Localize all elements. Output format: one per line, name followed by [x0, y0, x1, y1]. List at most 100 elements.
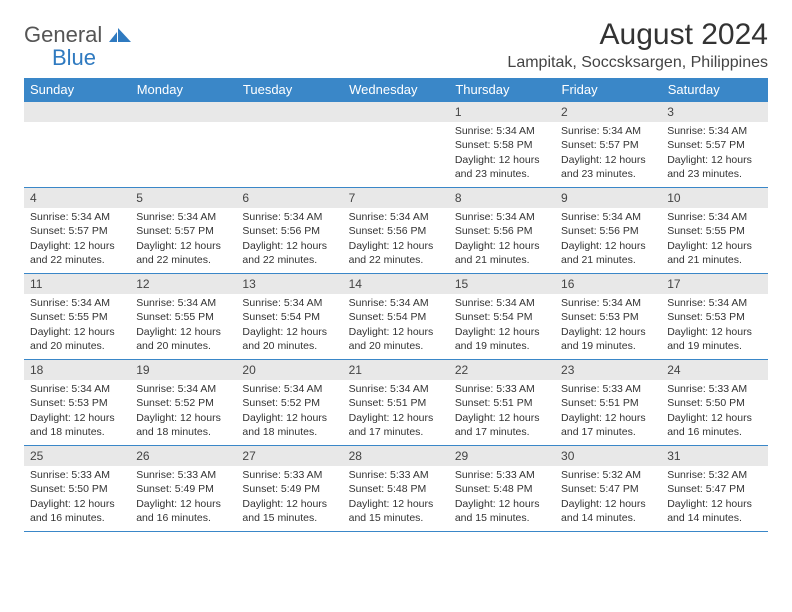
day-data: Sunrise: 5:34 AMSunset: 5:52 PMDaylight:… — [130, 380, 236, 443]
day-number: 24 — [661, 360, 767, 380]
day-data: Sunrise: 5:34 AMSunset: 5:55 PMDaylight:… — [661, 208, 767, 271]
weekday-header: Tuesday — [236, 78, 342, 102]
calendar-table: SundayMondayTuesdayWednesdayThursdayFrid… — [24, 78, 768, 532]
month-title: August 2024 — [507, 18, 768, 52]
day-number: 9 — [555, 188, 661, 208]
day-number: 13 — [236, 274, 342, 294]
calendar-cell: 15Sunrise: 5:34 AMSunset: 5:54 PMDayligh… — [449, 274, 555, 360]
day-number: 19 — [130, 360, 236, 380]
day-data: Sunrise: 5:34 AMSunset: 5:55 PMDaylight:… — [24, 294, 130, 357]
day-data: Sunrise: 5:34 AMSunset: 5:57 PMDaylight:… — [24, 208, 130, 271]
calendar-cell: 21Sunrise: 5:34 AMSunset: 5:51 PMDayligh… — [343, 360, 449, 446]
calendar-cell: 18Sunrise: 5:34 AMSunset: 5:53 PMDayligh… — [24, 360, 130, 446]
day-number: 3 — [661, 102, 767, 122]
day-number: 5 — [130, 188, 236, 208]
day-number: 17 — [661, 274, 767, 294]
day-number: 28 — [343, 446, 449, 466]
calendar-cell: 20Sunrise: 5:34 AMSunset: 5:52 PMDayligh… — [236, 360, 342, 446]
day-data — [236, 122, 342, 128]
day-data: Sunrise: 5:34 AMSunset: 5:51 PMDaylight:… — [343, 380, 449, 443]
day-number — [130, 102, 236, 122]
day-data: Sunrise: 5:34 AMSunset: 5:54 PMDaylight:… — [236, 294, 342, 357]
calendar-cell: 11Sunrise: 5:34 AMSunset: 5:55 PMDayligh… — [24, 274, 130, 360]
calendar-cell: 8Sunrise: 5:34 AMSunset: 5:56 PMDaylight… — [449, 188, 555, 274]
calendar-page: General Blue August 2024 Lampitak, Soccs… — [0, 0, 792, 532]
day-data: Sunrise: 5:34 AMSunset: 5:56 PMDaylight:… — [343, 208, 449, 271]
calendar-cell — [130, 102, 236, 188]
day-data: Sunrise: 5:34 AMSunset: 5:57 PMDaylight:… — [130, 208, 236, 271]
day-number: 12 — [130, 274, 236, 294]
calendar-cell: 22Sunrise: 5:33 AMSunset: 5:51 PMDayligh… — [449, 360, 555, 446]
day-number: 21 — [343, 360, 449, 380]
calendar-header-row: SundayMondayTuesdayWednesdayThursdayFrid… — [24, 78, 768, 102]
weekday-header: Monday — [130, 78, 236, 102]
calendar-cell: 4Sunrise: 5:34 AMSunset: 5:57 PMDaylight… — [24, 188, 130, 274]
day-data: Sunrise: 5:34 AMSunset: 5:53 PMDaylight:… — [661, 294, 767, 357]
calendar-cell: 28Sunrise: 5:33 AMSunset: 5:48 PMDayligh… — [343, 446, 449, 532]
calendar-week-row: 1Sunrise: 5:34 AMSunset: 5:58 PMDaylight… — [24, 102, 768, 188]
day-number: 7 — [343, 188, 449, 208]
day-number: 22 — [449, 360, 555, 380]
weekday-header: Thursday — [449, 78, 555, 102]
calendar-cell: 25Sunrise: 5:33 AMSunset: 5:50 PMDayligh… — [24, 446, 130, 532]
day-number: 8 — [449, 188, 555, 208]
calendar-cell: 9Sunrise: 5:34 AMSunset: 5:56 PMDaylight… — [555, 188, 661, 274]
day-data: Sunrise: 5:34 AMSunset: 5:56 PMDaylight:… — [555, 208, 661, 271]
calendar-cell: 26Sunrise: 5:33 AMSunset: 5:49 PMDayligh… — [130, 446, 236, 532]
day-data: Sunrise: 5:34 AMSunset: 5:53 PMDaylight:… — [24, 380, 130, 443]
day-number: 18 — [24, 360, 130, 380]
day-number: 27 — [236, 446, 342, 466]
day-data: Sunrise: 5:33 AMSunset: 5:48 PMDaylight:… — [343, 466, 449, 529]
day-data — [343, 122, 449, 128]
calendar-cell: 3Sunrise: 5:34 AMSunset: 5:57 PMDaylight… — [661, 102, 767, 188]
calendar-cell: 19Sunrise: 5:34 AMSunset: 5:52 PMDayligh… — [130, 360, 236, 446]
day-data: Sunrise: 5:33 AMSunset: 5:50 PMDaylight:… — [661, 380, 767, 443]
day-data — [24, 122, 130, 128]
day-data: Sunrise: 5:34 AMSunset: 5:56 PMDaylight:… — [449, 208, 555, 271]
calendar-cell — [236, 102, 342, 188]
day-data: Sunrise: 5:34 AMSunset: 5:54 PMDaylight:… — [449, 294, 555, 357]
day-number — [343, 102, 449, 122]
calendar-cell: 14Sunrise: 5:34 AMSunset: 5:54 PMDayligh… — [343, 274, 449, 360]
calendar-cell: 29Sunrise: 5:33 AMSunset: 5:48 PMDayligh… — [449, 446, 555, 532]
day-number: 15 — [449, 274, 555, 294]
day-data: Sunrise: 5:34 AMSunset: 5:58 PMDaylight:… — [449, 122, 555, 185]
day-data: Sunrise: 5:34 AMSunset: 5:56 PMDaylight:… — [236, 208, 342, 271]
calendar-week-row: 25Sunrise: 5:33 AMSunset: 5:50 PMDayligh… — [24, 446, 768, 532]
day-data: Sunrise: 5:33 AMSunset: 5:51 PMDaylight:… — [449, 380, 555, 443]
weekday-header: Saturday — [661, 78, 767, 102]
day-number: 16 — [555, 274, 661, 294]
day-number: 1 — [449, 102, 555, 122]
day-data: Sunrise: 5:32 AMSunset: 5:47 PMDaylight:… — [555, 466, 661, 529]
brand-word1: General — [24, 22, 102, 47]
day-data: Sunrise: 5:33 AMSunset: 5:51 PMDaylight:… — [555, 380, 661, 443]
day-number: 4 — [24, 188, 130, 208]
calendar-cell: 30Sunrise: 5:32 AMSunset: 5:47 PMDayligh… — [555, 446, 661, 532]
calendar-cell — [343, 102, 449, 188]
calendar-week-row: 11Sunrise: 5:34 AMSunset: 5:55 PMDayligh… — [24, 274, 768, 360]
day-number: 2 — [555, 102, 661, 122]
weekday-header: Wednesday — [343, 78, 449, 102]
page-header: General Blue August 2024 Lampitak, Soccs… — [24, 18, 768, 72]
weekday-header: Sunday — [24, 78, 130, 102]
brand-logo: General Blue — [24, 24, 131, 70]
day-data: Sunrise: 5:34 AMSunset: 5:52 PMDaylight:… — [236, 380, 342, 443]
day-number: 31 — [661, 446, 767, 466]
brand-text: General Blue — [24, 24, 131, 70]
calendar-week-row: 18Sunrise: 5:34 AMSunset: 5:53 PMDayligh… — [24, 360, 768, 446]
day-number: 11 — [24, 274, 130, 294]
day-number — [24, 102, 130, 122]
calendar-cell: 7Sunrise: 5:34 AMSunset: 5:56 PMDaylight… — [343, 188, 449, 274]
day-number: 25 — [24, 446, 130, 466]
location-label: Lampitak, Soccsksargen, Philippines — [507, 54, 768, 72]
day-data: Sunrise: 5:32 AMSunset: 5:47 PMDaylight:… — [661, 466, 767, 529]
calendar-cell — [24, 102, 130, 188]
day-data: Sunrise: 5:33 AMSunset: 5:49 PMDaylight:… — [130, 466, 236, 529]
calendar-cell: 5Sunrise: 5:34 AMSunset: 5:57 PMDaylight… — [130, 188, 236, 274]
day-number: 10 — [661, 188, 767, 208]
flag-icon — [109, 28, 131, 47]
day-number: 20 — [236, 360, 342, 380]
calendar-cell: 12Sunrise: 5:34 AMSunset: 5:55 PMDayligh… — [130, 274, 236, 360]
calendar-cell: 16Sunrise: 5:34 AMSunset: 5:53 PMDayligh… — [555, 274, 661, 360]
calendar-body: 1Sunrise: 5:34 AMSunset: 5:58 PMDaylight… — [24, 102, 768, 532]
